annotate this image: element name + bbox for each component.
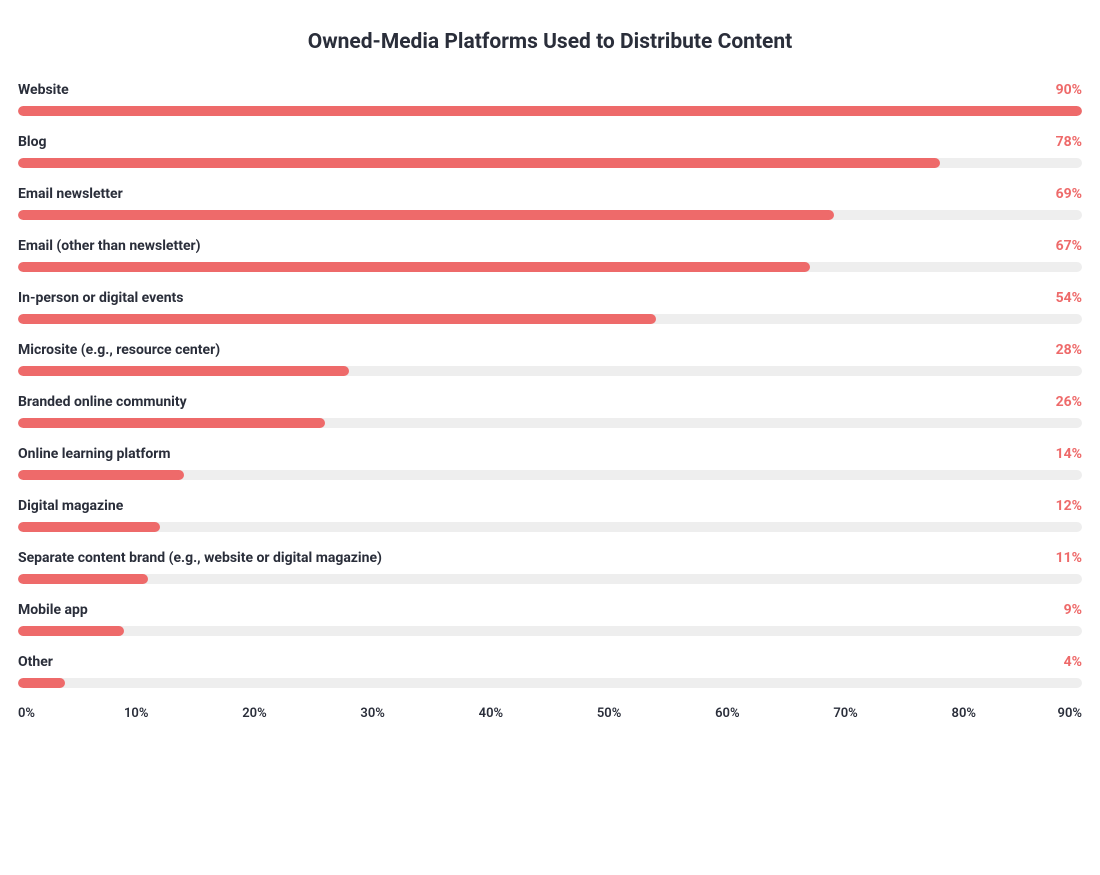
bar-value: 78% bbox=[1056, 134, 1082, 150]
bar-row: Microsite (e.g., resource center) 28% bbox=[18, 342, 1082, 376]
bar-label: Online learning platform bbox=[18, 446, 171, 462]
bar-fill bbox=[18, 158, 940, 168]
bar-fill bbox=[18, 522, 160, 532]
bar-value: 26% bbox=[1056, 394, 1082, 410]
bar-label: Blog bbox=[18, 134, 47, 150]
bar-row: Other 4% bbox=[18, 654, 1082, 688]
x-tick: 40% bbox=[479, 706, 503, 721]
bar-label: Other bbox=[18, 654, 53, 670]
bar-value: 12% bbox=[1056, 498, 1082, 514]
x-tick: 50% bbox=[597, 706, 621, 721]
bar-fill bbox=[18, 678, 65, 688]
bar-track bbox=[18, 678, 1082, 688]
chart-area: Website 90% Blog 78% Email newsletter 69… bbox=[18, 82, 1082, 730]
bar-track bbox=[18, 418, 1082, 428]
x-tick: 70% bbox=[833, 706, 857, 721]
bar-fill bbox=[18, 470, 184, 480]
bar-label: Email newsletter bbox=[18, 186, 123, 202]
bar-row: Branded online community 26% bbox=[18, 394, 1082, 428]
bar-value: 4% bbox=[1064, 654, 1082, 670]
bar-row: Mobile app 9% bbox=[18, 602, 1082, 636]
bar-row: Blog 78% bbox=[18, 134, 1082, 168]
bar-row: Email newsletter 69% bbox=[18, 186, 1082, 220]
x-tick: 20% bbox=[242, 706, 266, 721]
bar-fill bbox=[18, 574, 148, 584]
bar-track bbox=[18, 314, 1082, 324]
bar-value: 9% bbox=[1064, 602, 1082, 618]
x-tick: 60% bbox=[715, 706, 739, 721]
bar-row: Separate content brand (e.g., website or… bbox=[18, 550, 1082, 584]
bar-row: Online learning platform 14% bbox=[18, 446, 1082, 480]
bar-row: Digital magazine 12% bbox=[18, 498, 1082, 532]
bar-label: Website bbox=[18, 82, 69, 98]
x-tick: 30% bbox=[360, 706, 384, 721]
bar-track bbox=[18, 626, 1082, 636]
bar-track bbox=[18, 574, 1082, 584]
bar-row: Email (other than newsletter) 67% bbox=[18, 238, 1082, 272]
bar-track bbox=[18, 106, 1082, 116]
bar-label: In-person or digital events bbox=[18, 290, 183, 306]
bar-track bbox=[18, 366, 1082, 376]
bar-value: 14% bbox=[1056, 446, 1082, 462]
x-tick: 0% bbox=[18, 706, 35, 721]
bar-value: 28% bbox=[1056, 342, 1082, 358]
bar-track bbox=[18, 522, 1082, 532]
bar-track bbox=[18, 262, 1082, 272]
bar-value: 54% bbox=[1056, 290, 1082, 306]
bar-track bbox=[18, 158, 1082, 168]
bar-track bbox=[18, 470, 1082, 480]
bar-fill bbox=[18, 626, 124, 636]
bar-fill bbox=[18, 262, 810, 272]
bar-fill bbox=[18, 366, 349, 376]
bar-value: 90% bbox=[1056, 82, 1082, 98]
bar-fill bbox=[18, 314, 656, 324]
bar-value: 67% bbox=[1056, 238, 1082, 254]
bar-value: 11% bbox=[1056, 550, 1082, 566]
bar-fill bbox=[18, 418, 325, 428]
x-tick: 80% bbox=[952, 706, 976, 721]
chart-title: Owned-Media Platforms Used to Distribute… bbox=[18, 30, 1082, 54]
x-axis: 0% 10% 20% 30% 40% 50% 60% 70% 80% 90% bbox=[18, 706, 1082, 730]
bar-label: Digital magazine bbox=[18, 498, 123, 514]
bar-label: Email (other than newsletter) bbox=[18, 238, 201, 254]
bar-fill bbox=[18, 106, 1082, 116]
bar-label: Mobile app bbox=[18, 602, 88, 618]
x-tick: 90% bbox=[1058, 706, 1082, 721]
bar-label: Microsite (e.g., resource center) bbox=[18, 342, 220, 358]
bar-value: 69% bbox=[1056, 186, 1082, 202]
x-tick: 10% bbox=[124, 706, 148, 721]
bar-label: Branded online community bbox=[18, 394, 187, 410]
bar-row: In-person or digital events 54% bbox=[18, 290, 1082, 324]
bar-fill bbox=[18, 210, 834, 220]
bar-label: Separate content brand (e.g., website or… bbox=[18, 550, 382, 566]
bar-track bbox=[18, 210, 1082, 220]
bar-row: Website 90% bbox=[18, 82, 1082, 116]
